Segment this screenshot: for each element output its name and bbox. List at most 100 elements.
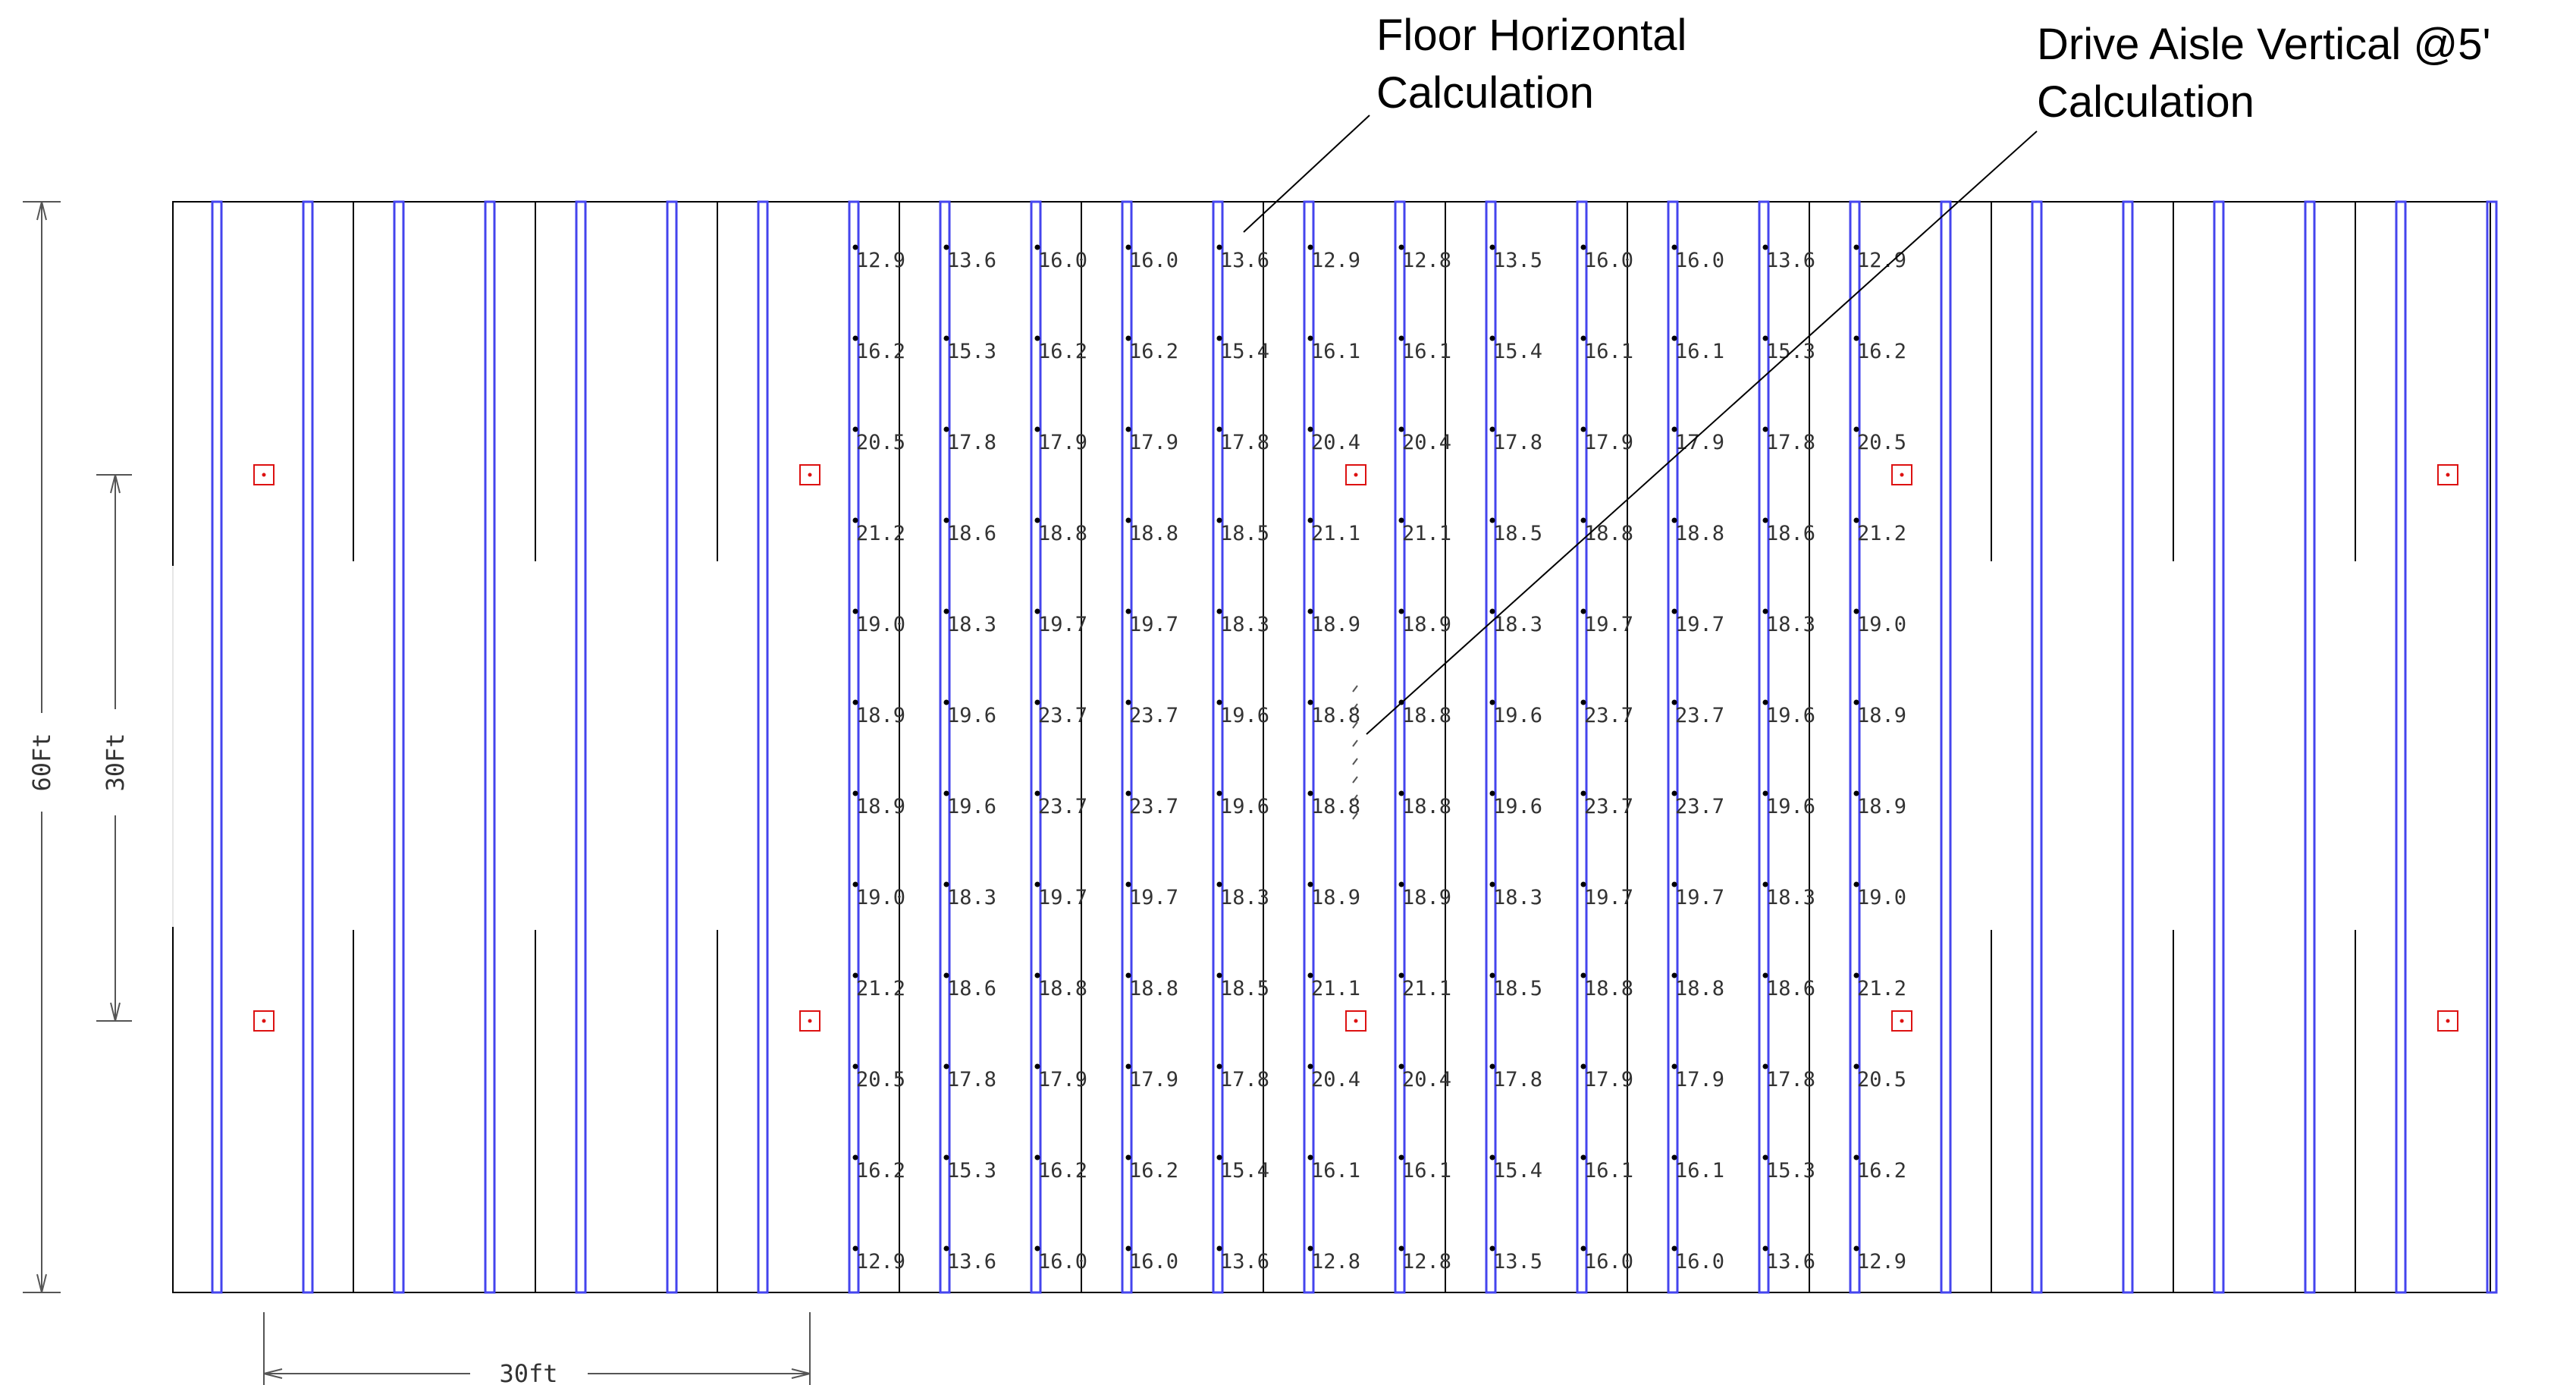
- calc-point-marker: [1307, 699, 1313, 705]
- illuminance-value: 15.3: [947, 340, 996, 363]
- calc-point-marker: [1125, 699, 1131, 705]
- illuminance-value: 18.8: [1584, 977, 1633, 1000]
- calc-point-marker: [943, 972, 949, 978]
- illuminance-value: 15.4: [1220, 1159, 1269, 1182]
- calc-point-marker: [852, 699, 858, 705]
- illuminance-value: 18.9: [1857, 795, 1906, 818]
- calc-point-marker: [1580, 244, 1586, 250]
- calc-point-marker: [1671, 1154, 1677, 1160]
- calc-point-marker: [1853, 1245, 1859, 1252]
- calc-point-marker: [1034, 699, 1040, 705]
- illuminance-value: 13.6: [1766, 249, 1815, 272]
- calc-point-marker: [1671, 1063, 1677, 1069]
- calc-point-marker: [1853, 426, 1859, 432]
- calc-point-marker: [1125, 1063, 1131, 1069]
- aisle-callout-leader: [1366, 130, 2038, 735]
- illuminance-value: 13.6: [1766, 1250, 1815, 1274]
- calc-point-marker: [1125, 244, 1131, 250]
- calc-point-marker: [1034, 517, 1040, 523]
- illuminance-value: 21.1: [1311, 977, 1360, 1000]
- calc-point-marker: [1671, 972, 1677, 978]
- illuminance-value: 16.2: [856, 340, 905, 363]
- illuminance-value: 23.7: [1675, 704, 1724, 727]
- rack-row-outline: [575, 200, 587, 1294]
- illuminance-value: 23.7: [1129, 704, 1178, 727]
- rack-row-outline: [2122, 200, 2134, 1294]
- illuminance-value: 23.7: [1584, 704, 1633, 727]
- illuminance-value: 16.0: [1038, 1250, 1087, 1274]
- calc-point-marker: [852, 517, 858, 523]
- illuminance-value: 18.9: [856, 795, 905, 818]
- illuminance-value: 16.0: [1129, 1250, 1178, 1274]
- calc-point-marker: [943, 1154, 949, 1160]
- calc-point-marker: [1307, 335, 1313, 341]
- illuminance-value: 19.6: [1493, 795, 1542, 818]
- calc-point-marker: [1307, 426, 1313, 432]
- illuminance-value: 16.1: [1675, 1159, 1724, 1182]
- calc-point-marker: [943, 426, 949, 432]
- calc-point-marker: [1216, 244, 1222, 250]
- calc-point-marker: [1762, 244, 1768, 250]
- vertical-calc-point: [1352, 685, 1358, 692]
- illuminance-value: 17.8: [947, 431, 996, 454]
- calc-point-marker: [1034, 1245, 1040, 1252]
- calc-point-marker: [1489, 790, 1495, 796]
- calc-point-marker: [1398, 608, 1404, 614]
- calc-point-marker: [943, 790, 949, 796]
- calc-point-marker: [1125, 335, 1131, 341]
- illuminance-value: 19.7: [1584, 613, 1633, 636]
- calc-point-marker: [1398, 517, 1404, 523]
- illuminance-value: 18.5: [1220, 977, 1269, 1000]
- calc-point-marker: [1307, 972, 1313, 978]
- calc-point-marker: [943, 1245, 949, 1252]
- illuminance-value: 16.0: [1584, 249, 1633, 272]
- illuminance-value: 18.3: [1493, 613, 1542, 636]
- illuminance-value: 18.8: [1402, 704, 1451, 727]
- illuminance-value: 17.8: [1493, 431, 1542, 454]
- illuminance-value: 18.8: [1584, 522, 1633, 545]
- illuminance-value: 16.0: [1584, 1250, 1633, 1274]
- calc-point-marker: [852, 608, 858, 614]
- illuminance-value: 17.9: [1675, 1068, 1724, 1091]
- calc-point-marker: [1307, 790, 1313, 796]
- illuminance-value: 15.4: [1493, 1159, 1542, 1182]
- illuminance-value: 16.0: [1675, 1250, 1724, 1274]
- illuminance-value: 12.9: [1857, 249, 1906, 272]
- calc-point-marker: [1580, 335, 1586, 341]
- calc-point-marker: [1398, 244, 1404, 250]
- illuminance-value: 18.8: [1129, 977, 1178, 1000]
- rack-row-outline: [1576, 200, 1588, 1294]
- illuminance-value: 19.6: [1220, 704, 1269, 727]
- calc-point-marker: [1671, 517, 1677, 523]
- illuminance-value: 19.6: [1766, 795, 1815, 818]
- calc-point-marker: [1671, 881, 1677, 887]
- rack-row-outline: [939, 200, 951, 1294]
- calc-point-marker: [1853, 790, 1859, 796]
- rack-row-outline: [757, 200, 769, 1294]
- calc-point-marker: [1125, 881, 1131, 887]
- illuminance-value: 18.8: [1675, 522, 1724, 545]
- calc-point-marker: [852, 1245, 858, 1252]
- rack-row-outline: [1394, 200, 1406, 1294]
- illuminance-value: 16.2: [1857, 1159, 1906, 1182]
- illuminance-value: 20.4: [1311, 431, 1360, 454]
- illuminance-value: 18.9: [1402, 613, 1451, 636]
- illuminance-value: 18.9: [1311, 613, 1360, 636]
- illuminance-value: 15.3: [947, 1159, 996, 1182]
- illuminance-value: 18.3: [947, 613, 996, 636]
- calc-point-marker: [1580, 1063, 1586, 1069]
- calc-point-marker: [1125, 790, 1131, 796]
- calc-point-marker: [1216, 1245, 1222, 1252]
- illuminance-value: 12.9: [1857, 1250, 1906, 1274]
- calc-point-marker: [1671, 244, 1677, 250]
- illuminance-value: 12.9: [856, 249, 905, 272]
- illuminance-value: 21.1: [1311, 522, 1360, 545]
- illuminance-value: 18.8: [1402, 795, 1451, 818]
- rack-row-outline: [2486, 200, 2498, 1294]
- illuminance-value: 15.4: [1220, 340, 1269, 363]
- calc-point-marker: [943, 244, 949, 250]
- calc-point-marker: [1216, 517, 1222, 523]
- illuminance-value: 16.2: [856, 1159, 905, 1182]
- calc-point-marker: [1853, 335, 1859, 341]
- illuminance-value: 20.4: [1311, 1068, 1360, 1091]
